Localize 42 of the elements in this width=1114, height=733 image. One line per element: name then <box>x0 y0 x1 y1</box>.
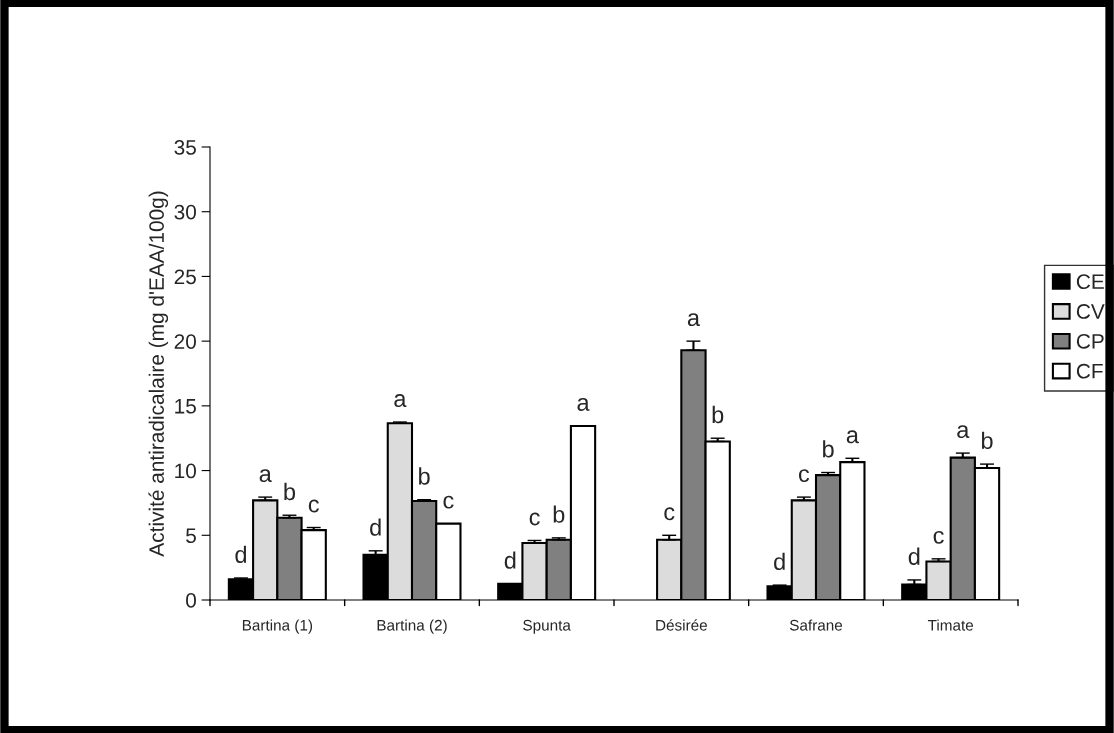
x-tick-label: Safrane <box>789 619 843 631</box>
data-label: d <box>504 551 516 569</box>
data-label: d <box>370 518 381 536</box>
y-axis-title: Activité antiradicalaire (mg d'EAA/100g) <box>148 191 169 557</box>
y-tick-label: 25 <box>174 269 196 285</box>
data-label: c <box>798 469 810 483</box>
y-tick-label: 10 <box>175 463 196 479</box>
data-label: b <box>981 431 993 450</box>
data-label: a <box>394 394 407 408</box>
data-label: a <box>577 397 590 411</box>
data-label: b <box>823 440 834 458</box>
legend-label: CF <box>1076 363 1103 379</box>
data-label: d <box>774 552 785 571</box>
x-tick-label: Bartina (1) <box>242 619 313 634</box>
data-label: d <box>235 545 247 563</box>
data-label: c <box>529 512 540 526</box>
data-label: b <box>419 467 430 485</box>
data-label: c <box>443 495 454 509</box>
data-label: c <box>933 530 944 544</box>
x-tick-label: Désirée <box>656 619 707 631</box>
data-label: b <box>712 405 724 424</box>
data-label: a <box>957 425 970 439</box>
legend-label: CP <box>1076 333 1104 349</box>
x-tick-label: Spunta <box>523 619 571 634</box>
x-tick-label: Bartina (2) <box>377 619 447 634</box>
x-tick-label: Timate <box>927 619 974 631</box>
data-label: a <box>259 469 272 483</box>
data-label: c <box>664 507 675 521</box>
y-tick-label: 35 <box>174 140 196 155</box>
y-tick-label: 15 <box>175 399 196 414</box>
data-label: b <box>553 505 565 523</box>
y-tick-label: 20 <box>174 334 196 349</box>
data-label: b <box>284 482 296 501</box>
data-label: a <box>687 313 701 327</box>
data-label: c <box>308 499 319 513</box>
legend-label: CV <box>1076 304 1105 319</box>
data-label: d <box>908 547 920 565</box>
y-tick-label: 5 <box>186 528 196 544</box>
y-tick-label: 30 <box>174 204 196 220</box>
legend-label: CE <box>1076 274 1104 290</box>
data-label: a <box>846 430 859 444</box>
y-tick-label: 0 <box>186 593 196 608</box>
